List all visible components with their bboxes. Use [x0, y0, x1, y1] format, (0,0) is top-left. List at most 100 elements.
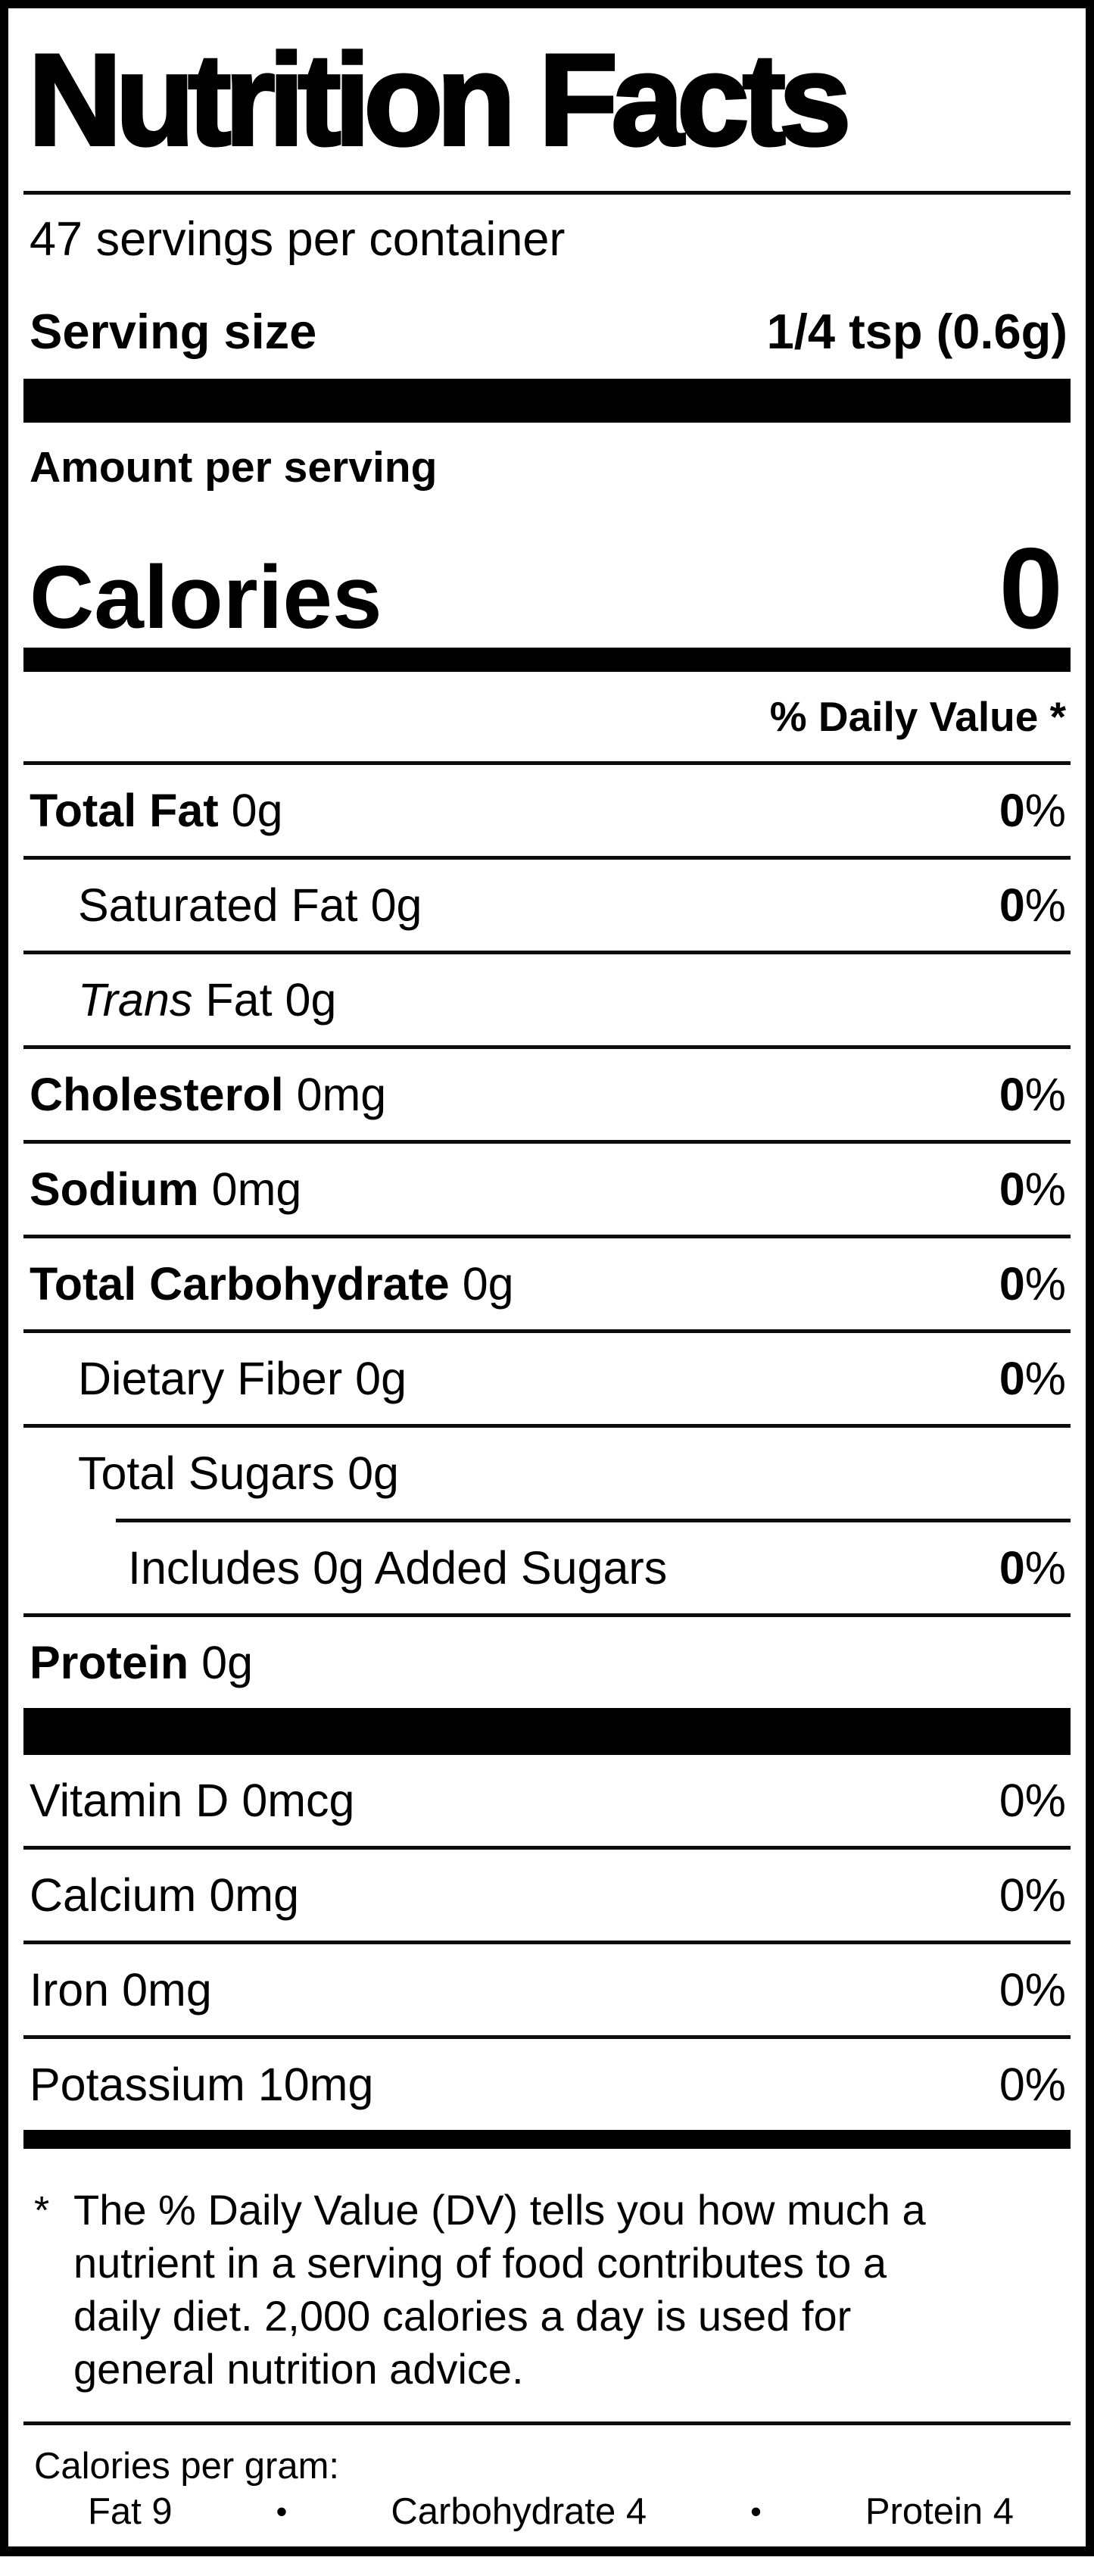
separator-hairline — [23, 1846, 1071, 1850]
bullet-icon: • — [750, 2493, 762, 2529]
nutrient-dv: 0 — [999, 1163, 1025, 1215]
calories-label: Calories — [30, 547, 382, 648]
calories-per-gram-row: Fat 9 • Carbohydrate 4 • Protein 4 — [23, 2487, 1071, 2536]
nutrient-name: Total Fat — [30, 785, 219, 836]
separator-hairline — [23, 2421, 1071, 2425]
nutrient-name-italic: Trans — [78, 974, 193, 1026]
footnote-line: daily diet. 2,000 calories a day is used… — [73, 2292, 852, 2340]
separator-hairline — [23, 1424, 1071, 1428]
nutrient-name: Dietary Fiber — [78, 1353, 343, 1404]
separator-bar-thick — [23, 379, 1071, 423]
nutrient-row-cholesterol: Cholesterol 0mg 0% — [23, 1049, 1071, 1140]
nutrient-amount: 0g — [370, 879, 422, 931]
nutrient-dv-unit: % — [1024, 1869, 1066, 1921]
calories-row: Calories 0 — [23, 492, 1071, 648]
cpg-protein: Protein 4 — [865, 2491, 1014, 2532]
nutrient-name: Protein — [30, 1637, 189, 1688]
nutrient-row-saturated-fat: Saturated Fat 0g 0% — [23, 860, 1071, 951]
nutrient-amount: 0g — [231, 785, 283, 836]
serving-size-label: Serving size — [30, 304, 317, 359]
separator-hairline — [23, 856, 1071, 860]
nutrient-dv: 0 — [999, 1775, 1025, 1826]
nutrient-amount: 0mg — [296, 1069, 387, 1120]
nutrient-amount: 0mg — [122, 1964, 212, 2016]
nutrient-row-total-fat: Total Fat 0g 0% — [23, 765, 1071, 856]
daily-value-footnote: * The % Daily Value (DV) tells you how m… — [23, 2149, 1071, 2421]
nutrient-amount: 0g — [348, 1447, 399, 1499]
footnote-text: The % Daily Value (DV) tells you how muc… — [73, 2184, 926, 2396]
daily-value-header: % Daily Value * — [769, 693, 1066, 740]
nutrient-amount: 10mg — [257, 2059, 374, 2110]
nutrient-dv: 0 — [999, 2059, 1025, 2110]
nutrient-row-total-carbohydrate: Total Carbohydrate 0g 0% — [23, 1238, 1071, 1329]
nutrient-name: Sodium — [30, 1163, 199, 1215]
nutrient-row-potassium: Potassium 10mg 0% — [23, 2039, 1071, 2130]
separator-hairline — [23, 1613, 1071, 1617]
calories-value: 0 — [999, 524, 1063, 654]
nutrient-row-dietary-fiber: Dietary Fiber 0g 0% — [23, 1333, 1071, 1424]
separator-hairline-indented — [116, 1519, 1071, 1522]
nutrient-dv-unit: % — [1024, 785, 1066, 836]
separator-bar-medium — [23, 2130, 1071, 2149]
footnote-line: general nutrition advice. — [73, 2345, 524, 2393]
separator-hairline — [23, 1235, 1071, 1238]
footnote-asterisk: * — [34, 2189, 50, 2233]
separator-hairline — [23, 2035, 1071, 2039]
nutrient-dv: 0 — [999, 879, 1025, 931]
nutrient-dv-unit: % — [1024, 1775, 1066, 1826]
nutrient-dv: 0 — [999, 1353, 1025, 1404]
nutrient-name: Saturated Fat — [78, 879, 358, 931]
nutrient-dv-unit: % — [1024, 2059, 1066, 2110]
nutrient-amount: 0g — [462, 1258, 514, 1310]
nutrient-name: Total Sugars — [78, 1447, 335, 1499]
nutrient-dv: 0 — [999, 1964, 1025, 2016]
nutrient-name: Potassium — [30, 2059, 245, 2110]
bullet-icon: • — [276, 2493, 288, 2529]
cpg-fat: Fat 9 — [88, 2491, 173, 2532]
nutrient-name: Vitamin D — [30, 1775, 229, 1826]
cpg-carbohydrate: Carbohydrate 4 — [391, 2491, 647, 2532]
nutrient-dv-unit: % — [1024, 879, 1066, 931]
nutrient-row-calcium: Calcium 0mg 0% — [23, 1850, 1071, 1941]
nutrient-dv: 0 — [999, 1869, 1025, 1921]
nutrient-dv-unit: % — [1024, 1163, 1066, 1215]
nutrient-name: Calcium — [30, 1869, 197, 1921]
nutrient-amount: 0mcg — [242, 1775, 355, 1826]
separator-hairline — [23, 1045, 1071, 1049]
nutrient-dv-unit: % — [1024, 1353, 1066, 1404]
nutrient-amount: 0mg — [211, 1163, 302, 1215]
separator-hairline — [23, 1140, 1071, 1144]
nutrient-dv-unit: % — [1024, 1069, 1066, 1120]
nutrient-dv-unit: % — [1024, 1258, 1066, 1310]
nutrient-name: Cholesterol — [30, 1069, 284, 1120]
footnote-line: The % Daily Value (DV) tells you how muc… — [73, 2186, 926, 2234]
nutrient-dv: 0 — [999, 1258, 1025, 1310]
separator-hairline — [23, 951, 1071, 954]
nutrient-amount: 0g — [355, 1353, 407, 1404]
nutrient-dv-unit: % — [1024, 1964, 1066, 2016]
footnote-line: nutrient in a serving of food contribute… — [73, 2239, 887, 2287]
separator-hairline — [23, 1329, 1071, 1333]
nutrient-row-total-sugars: Total Sugars 0g — [23, 1428, 1071, 1519]
serving-size-row: Serving size 1/4 tsp (0.6g) — [23, 284, 1071, 379]
nutrient-dv: 0 — [999, 785, 1025, 836]
separator-hairline — [23, 1941, 1071, 1944]
nutrient-name: Fat — [205, 974, 273, 1026]
nutrient-dv: 0 — [999, 1542, 1025, 1594]
calories-per-gram-title: Calories per gram: — [34, 2446, 340, 2487]
nutrient-amount: 0g — [201, 1637, 253, 1688]
label-title: Nutrition Facts — [26, 27, 853, 173]
nutrient-row-added-sugars: Includes 0g Added Sugars 0% — [23, 1522, 1071, 1613]
nutrient-amount: 0g — [285, 974, 337, 1026]
nutrient-row-iron: Iron 0mg 0% — [23, 1944, 1071, 2035]
servings-per-container: 47 servings per container — [30, 213, 566, 266]
separator-bar-medium — [23, 648, 1071, 672]
amount-per-serving-label: Amount per serving — [30, 443, 438, 492]
nutrient-row-sodium: Sodium 0mg 0% — [23, 1144, 1071, 1235]
nutrient-name: Includes 0g Added Sugars — [128, 1542, 668, 1594]
nutrient-row-protein: Protein 0g — [23, 1617, 1071, 1708]
separator-hairline — [23, 191, 1071, 195]
nutrient-amount: 0mg — [209, 1869, 299, 1921]
nutrient-row-trans-fat: Trans Fat 0g — [23, 954, 1071, 1045]
nutrient-dv: 0 — [999, 1069, 1025, 1120]
